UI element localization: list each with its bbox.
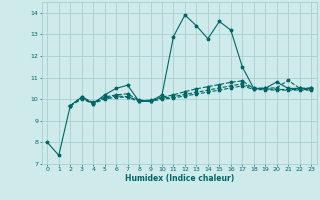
X-axis label: Humidex (Indice chaleur): Humidex (Indice chaleur) bbox=[124, 174, 234, 183]
